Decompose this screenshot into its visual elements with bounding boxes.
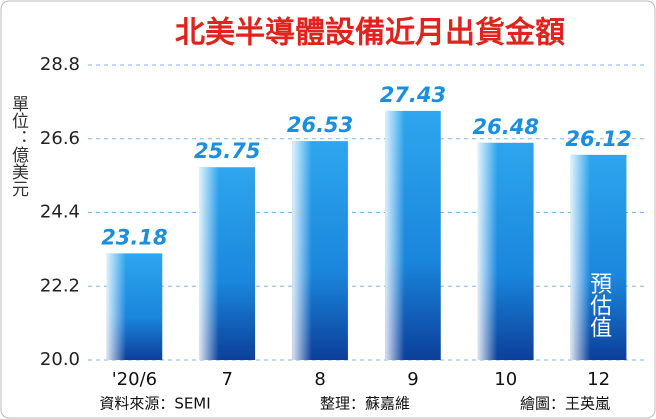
value-label: 26.53 (287, 113, 353, 137)
y-axis-label: 單位：億美元 (8, 95, 29, 197)
bar-group (477, 142, 534, 360)
x-tick-label: 7 (222, 369, 233, 390)
y-tick-label: 20.0 (40, 349, 80, 370)
x-tick-label: '20/6 (112, 369, 157, 390)
x-tick-label: 8 (314, 369, 325, 390)
bar-group (385, 110, 441, 360)
bar-group (199, 167, 256, 360)
y-tick-label: 24.4 (40, 202, 80, 223)
value-label: 26.12 (565, 127, 631, 151)
value-label: 27.43 (380, 83, 446, 107)
bar-shine (199, 167, 256, 360)
y-tick-label: 26.6 (40, 128, 80, 149)
value-label: 23.18 (101, 225, 167, 249)
value-label: 26.48 (473, 115, 539, 139)
bar-shine (570, 154, 627, 360)
footer-text: 整理：蘇嘉維 (320, 395, 410, 413)
bar-shine (292, 141, 348, 360)
bar-shine (106, 253, 163, 360)
bar-group (106, 253, 163, 360)
chart-title: 北美半導體設備近月出貨金額 (175, 16, 565, 51)
y-tick-label: 28.8 (40, 54, 80, 75)
bar-shine (385, 110, 441, 360)
value-label: 25.75 (194, 139, 260, 163)
x-tick-label: 10 (494, 369, 517, 390)
x-tick-label: 9 (407, 369, 418, 390)
bar-group (292, 141, 348, 360)
bar-group (570, 154, 627, 360)
footer-text: 資料來源：SEMI (99, 395, 210, 413)
footer-text: 繪圖：王英嵐 (520, 395, 610, 413)
x-tick-label: 12 (587, 369, 610, 390)
y-tick-label: 22.2 (40, 275, 80, 296)
annotation: 預估值 (586, 272, 612, 338)
bar-shine (477, 142, 534, 360)
